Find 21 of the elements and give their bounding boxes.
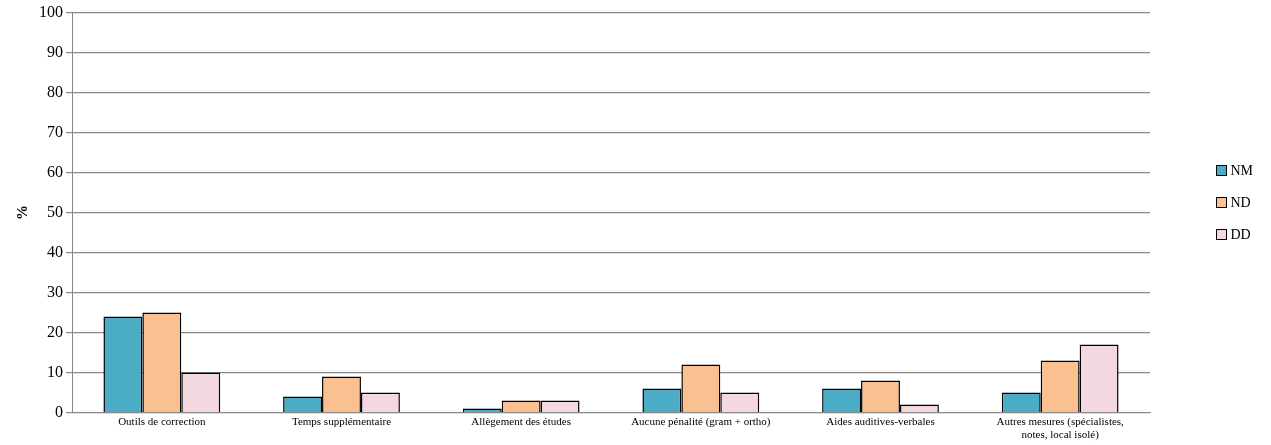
y-tick-label: 40: [47, 242, 63, 260]
y-tick-label: 90: [47, 42, 63, 60]
y-tick-label: 70: [47, 122, 63, 140]
y-tick-label: 20: [47, 322, 63, 340]
x-tick-label: Temps supplémentaire: [291, 415, 392, 428]
y-tick-label: 100: [39, 2, 63, 20]
y-tick-label: 50: [47, 202, 63, 220]
x-tick-label: Aucune pénalité (gram + ortho): [631, 415, 771, 429]
x-tick-label: Autres mesures (spécialistes, notes, local isolé): [996, 415, 1125, 442]
x-tick-label: Outils de correction: [118, 415, 207, 428]
y-tick-label: 10: [47, 362, 63, 380]
y-tick-label: 0: [55, 402, 63, 420]
x-tick-label: Allègement des études: [471, 415, 571, 428]
y-tick-label: 30: [47, 282, 63, 300]
y-tick-label: 80: [47, 82, 63, 100]
y-axis-title: %: [13, 205, 30, 221]
x-tick-label: Aides auditives-verbales: [826, 415, 935, 428]
legend-label: NM: [1230, 162, 1253, 178]
legend-label: DD: [1230, 226, 1251, 242]
y-tick-label: 60: [47, 162, 63, 180]
legend-label: ND: [1230, 194, 1251, 210]
